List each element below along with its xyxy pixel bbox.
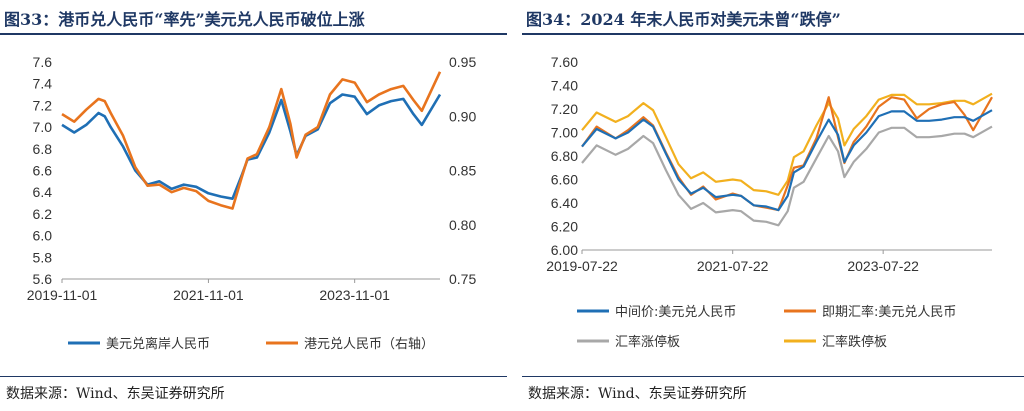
y-tick-label: 6.40 — [551, 195, 578, 211]
y-tick-label-left: 6.8 — [33, 141, 53, 157]
chart-title-left: 图33：港币兑人民币“率先”美元兑人民币破位上涨 — [4, 10, 365, 29]
source-note-right: 数据来源：Wind、东吴证券研究所 — [528, 386, 747, 402]
title-rule-right — [522, 33, 1024, 35]
source-rule-right — [522, 376, 1024, 377]
source-rule-left — [0, 376, 507, 377]
y-tick-label-right: 0.75 — [449, 271, 476, 287]
source-note-left: 数据来源：Wind、东吴证券研究所 — [6, 386, 225, 402]
y-tick-label: 7.20 — [551, 101, 578, 117]
y-tick-label-left: 5.8 — [33, 249, 53, 265]
legend-label-3: 汇率涨停板 — [615, 334, 680, 350]
y-tick-label-left: 6.6 — [33, 163, 53, 179]
x-tick-label: 2023-11-01 — [319, 287, 390, 303]
band-line-chart: 7.60 7.40 7.20 7.00 6.80 6.60 6.40 6.20 6.002019… — [546, 54, 993, 350]
legend-label-1: 美元兑离岸人民币 — [106, 336, 210, 352]
legend-label-2: 即期汇率:美元兑人民币 — [822, 304, 956, 320]
y-tick-label-left: 6.2 — [33, 206, 53, 222]
x-tick-label: 2019-11-01 — [27, 287, 98, 303]
series-line-3 — [581, 125, 993, 227]
chart-panel-left: 图33：港币兑人民币“率先”美元兑人民币破位上涨 7.6 7.4 7.2 7.0 6.8… — [0, 0, 507, 411]
y-tick-label: 7.00 — [551, 125, 578, 141]
y-tick-label-right: 0.80 — [449, 217, 476, 233]
x-tick-label: 2021-11-01 — [173, 287, 244, 303]
x-tick-label: 2023-07-22 — [847, 258, 919, 274]
y-tick-label-right: 0.90 — [449, 108, 476, 124]
dual-axis-line-chart: 7.6 7.4 7.2 7.0 6.8 6.6 6.4 6.2 6.0 5.8 5.6 0.95 0.9… — [27, 54, 477, 352]
chart-title-right: 图34：2024 年末人民币对美元未曾“跌停” — [526, 10, 841, 29]
series-line-1 — [581, 109, 993, 212]
y-tick-label: 7.60 — [551, 54, 578, 70]
y-tick-label: 6.60 — [551, 172, 578, 188]
title-rule-left — [0, 33, 507, 35]
y-tick-label-right: 0.85 — [449, 163, 476, 179]
y-tick-label-left: 7.4 — [33, 76, 53, 92]
legend-label-2: 港元兑人民币（右轴） — [304, 337, 434, 352]
series-line-2 — [581, 96, 993, 212]
y-tick-label: 6.20 — [551, 219, 578, 235]
series-line-4 — [581, 92, 993, 196]
y-tick-label-left: 6.0 — [33, 228, 53, 244]
y-tick-label-left: 6.4 — [33, 184, 53, 200]
x-tick-label: 2019-07-22 — [546, 258, 618, 274]
legend-label-1: 中间价:美元兑人民币 — [615, 305, 736, 320]
y-tick-label-right: 0.95 — [449, 54, 476, 70]
y-tick-label-left: 7.2 — [33, 97, 53, 113]
legend-label-4: 汇率跌停板 — [822, 334, 887, 350]
y-tick-label-left: 7.6 — [33, 54, 53, 70]
y-tick-label: 7.40 — [551, 78, 578, 94]
y-tick-label-left: 7.0 — [33, 119, 53, 135]
series-line-1 — [61, 93, 442, 200]
x-tick-label: 2021-07-22 — [697, 258, 769, 274]
y-tick-label: 6.00 — [551, 242, 578, 258]
chart-panel-right: 图34：2024 年末人民币对美元未曾“跌停” 7.60 7.40 7.20 7.00… — [522, 0, 1024, 411]
series-line-2 — [61, 71, 442, 210]
y-tick-label: 6.80 — [551, 148, 578, 164]
y-tick-label-left: 5.6 — [33, 271, 53, 287]
